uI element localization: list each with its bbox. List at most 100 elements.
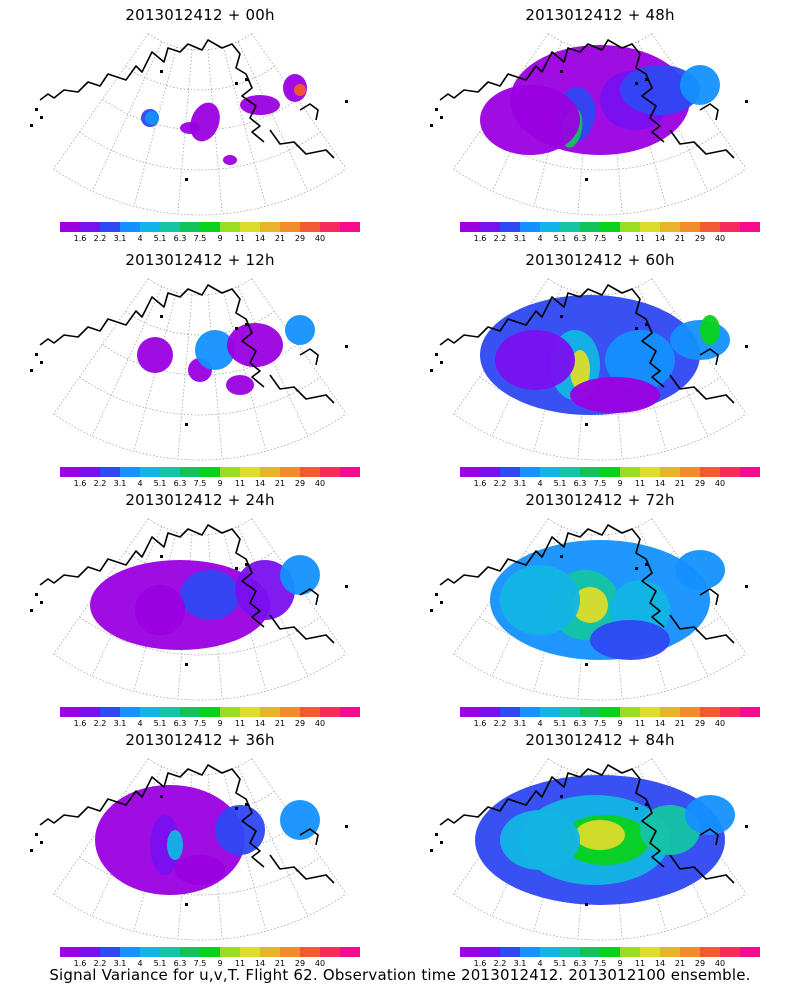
colorbar-swatch <box>80 707 100 717</box>
colorbar-swatch <box>600 707 620 717</box>
coastline <box>439 764 735 884</box>
colorbar-swatch <box>580 947 600 957</box>
variance-region <box>500 810 580 870</box>
colorbar-swatch <box>180 707 200 717</box>
panel-title: 2013012412 + 48h <box>525 6 675 24</box>
colorbar-swatch <box>240 947 260 957</box>
colorbar-swatch <box>160 222 180 232</box>
panel-title: 2013012412 + 36h <box>125 731 275 749</box>
colorbar-tick-label: 11 <box>634 959 646 968</box>
colorbar-swatch <box>160 707 180 717</box>
colorbar-tick-label: 9 <box>217 234 223 243</box>
polar-map-icon <box>30 33 348 216</box>
colorbar-tick-label: 3.1 <box>113 479 127 488</box>
colorbar-swatch <box>80 467 100 477</box>
colorbar-swatch <box>480 707 500 717</box>
colorbar-swatch <box>320 707 340 717</box>
colorbar-tick-label: 4 <box>137 234 143 243</box>
colorbar-tick-label: 29 <box>694 234 706 243</box>
variance-region <box>620 65 700 115</box>
colorbar-tick-label: 40 <box>714 234 726 243</box>
colorbar-tick-label: 4 <box>137 479 143 488</box>
colorbar-labels: 1.6 2.2 3.1 4 5.1 6.3 7.5 9 11 14 21 29 40 <box>60 479 360 489</box>
figure-caption: Signal Variance for u,v,T. Flight 62. Ob… <box>49 966 751 984</box>
colorbar-swatch <box>700 947 720 957</box>
colorbar-tick-label: 6.3 <box>573 959 587 968</box>
colorbar-tick-label: 29 <box>694 719 706 728</box>
colorbar <box>460 467 760 477</box>
colorbar-labels: 1.6 2.2 3.1 4 5.1 6.3 7.5 9 11 14 21 29 40 <box>60 234 360 244</box>
colorbar-tick-label: 5.1 <box>553 719 567 728</box>
colorbar-swatch <box>140 467 160 477</box>
colorbar-tick-label: 11 <box>234 959 246 968</box>
colorbar-swatch <box>320 947 340 957</box>
colorbar-tick-label: 5.1 <box>553 234 567 243</box>
colorbar-swatch <box>540 467 560 477</box>
colorbar-tick-label: 7.5 <box>593 959 607 968</box>
colorbar-tick-label: 5.1 <box>553 959 567 968</box>
colorbar-labels: 1.6 2.2 3.1 4 5.1 6.3 7.5 9 11 14 21 29 40 <box>460 959 760 969</box>
colorbar <box>60 947 360 957</box>
colorbar-swatch <box>620 467 640 477</box>
colorbar-tick-label: 7.5 <box>593 479 607 488</box>
colorbar-tick-label: 14 <box>654 719 666 728</box>
colorbar-tick-label: 6.3 <box>173 719 187 728</box>
colorbar-tick-label: 9 <box>617 479 623 488</box>
colorbar-swatch <box>180 467 200 477</box>
colorbar-tick-label: 3.1 <box>113 719 127 728</box>
colorbar-swatch <box>80 222 100 232</box>
colorbar-swatch <box>220 707 240 717</box>
colorbar-swatch <box>560 222 580 232</box>
variance-region <box>175 855 225 885</box>
map-panel: 2013012412 + 60h 1.6 2.2 3.1 4 5.1 6.3 7.5 9 11 14… <box>400 245 800 490</box>
colorbar-swatch <box>460 707 480 717</box>
colorbar-tick-label: 5.1 <box>153 234 167 243</box>
colorbar <box>60 222 360 232</box>
colorbar-swatch <box>180 947 200 957</box>
colorbar-swatch <box>100 947 120 957</box>
colorbar-tick-label: 7.5 <box>193 479 207 488</box>
colorbar-swatch <box>620 707 640 717</box>
colorbar-tick-label: 21 <box>274 479 286 488</box>
colorbar-swatch <box>60 222 80 232</box>
colorbar-swatch <box>320 467 340 477</box>
colorbar-swatch <box>740 947 760 957</box>
colorbar-tick-label: 3.1 <box>113 959 127 968</box>
colorbar-tick-label: 21 <box>674 719 686 728</box>
colorbar-swatch <box>200 947 220 957</box>
coastline <box>39 39 335 159</box>
colorbar-swatch <box>60 467 80 477</box>
colorbar-tick-label: 1.6 <box>73 719 87 728</box>
polar-map-icon <box>30 758 348 941</box>
colorbar-swatch <box>120 947 140 957</box>
colorbar-tick-label: 14 <box>654 234 666 243</box>
colorbar-tick-label: 1.6 <box>73 479 87 488</box>
colorbar-swatch <box>540 947 560 957</box>
colorbar-swatch <box>220 467 240 477</box>
colorbar-labels: 1.6 2.2 3.1 4 5.1 6.3 7.5 9 11 14 21 29 40 <box>460 234 760 244</box>
colorbar-tick-label: 2.2 <box>93 479 107 488</box>
colorbar-swatch <box>680 707 700 717</box>
colorbar-swatch <box>620 222 640 232</box>
panel-title: 2013012412 + 24h <box>125 491 275 509</box>
colorbar-tick-label: 11 <box>634 479 646 488</box>
colorbar-swatch <box>220 947 240 957</box>
colorbar-tick-label: 6.3 <box>173 479 187 488</box>
colorbar-tick-label: 3.1 <box>513 719 527 728</box>
variance-region <box>700 315 720 345</box>
colorbar-tick-label: 6.3 <box>573 479 587 488</box>
colorbar-tick-label: 4 <box>537 479 543 488</box>
panel-title: 2013012412 + 12h <box>125 251 275 269</box>
map-panel: 2013012412 + 72h 1.6 2.2 3.1 4 5.1 6.3 7.5 9 11 14… <box>400 485 800 730</box>
colorbar-tick-label: 9 <box>617 719 623 728</box>
colorbar-tick-label: 21 <box>274 959 286 968</box>
variance-region <box>137 337 173 373</box>
coastline <box>439 39 735 159</box>
coastline <box>39 524 335 644</box>
variance-region <box>640 805 700 855</box>
colorbar-tick-label: 40 <box>314 719 326 728</box>
colorbar-tick-label: 3.1 <box>513 234 527 243</box>
colorbar-tick-label: 4 <box>537 234 543 243</box>
colorbar-swatch <box>260 467 280 477</box>
colorbar-swatch <box>560 707 580 717</box>
